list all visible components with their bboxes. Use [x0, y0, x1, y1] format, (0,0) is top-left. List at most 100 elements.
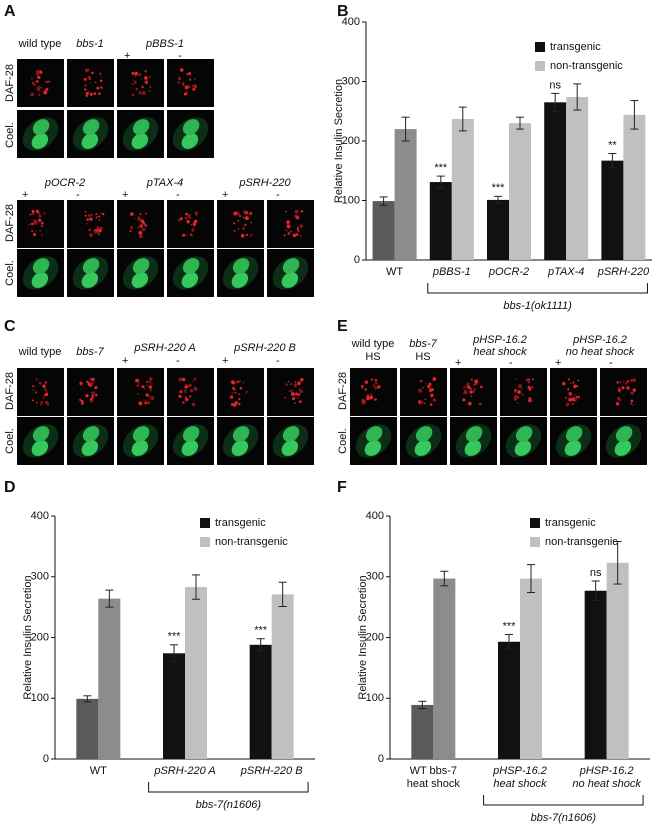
y-axis-label: Relative Insulin Secretion: [357, 575, 369, 699]
fluorescent-spot: [137, 216, 141, 219]
fluorescent-spot: [35, 378, 38, 381]
panel-label: E: [337, 318, 348, 335]
micrograph: [117, 59, 164, 107]
sub-header: HS: [365, 351, 380, 363]
fluorescent-spot: [298, 400, 302, 403]
fluorescent-spot: [99, 212, 102, 215]
error-bar: [516, 116, 524, 130]
fluorescent-spot: [148, 395, 150, 398]
fluorescent-spot: [94, 393, 98, 397]
error-bar: [278, 581, 287, 608]
fluorescent-spot: [145, 393, 149, 397]
coelomocyte: [364, 440, 382, 456]
fluorescent-spot: [90, 397, 93, 401]
significance: ***: [492, 182, 506, 194]
fluorescent-spot: [238, 398, 241, 401]
coelomocyte: [181, 133, 199, 149]
fluorescent-spot: [374, 379, 377, 382]
fluorescent-spot: [300, 386, 303, 389]
legend-label: non-transgenic: [545, 536, 618, 548]
fluorescent-spot: [299, 224, 304, 228]
error-bar: [192, 574, 200, 600]
fluorescent-spot: [374, 398, 377, 401]
error-bar: [591, 580, 600, 601]
fluorescent-spot: [48, 80, 51, 83]
fluorescent-spot: [361, 384, 364, 388]
fluorescent-spot: [35, 229, 37, 232]
fluorescent-spot: [194, 211, 199, 215]
fluorescent-spot: [131, 93, 135, 97]
fluorescent-spot: [38, 93, 41, 96]
coelomocyte: [31, 272, 49, 288]
error-bar: [170, 644, 178, 663]
fluorescent-spot: [143, 399, 145, 402]
legend-label: non-transgenic: [215, 536, 288, 548]
fluorescent-spot: [194, 386, 196, 388]
fluorescent-spot: [93, 381, 96, 384]
fluorescent-spot: [184, 397, 189, 402]
x-tick-label: WT: [90, 765, 107, 777]
fluorescent-spot: [100, 86, 103, 89]
x-tick-label: pOCR-2: [488, 266, 529, 278]
fluorescent-spot: [518, 384, 523, 389]
fluorescent-spot: [567, 388, 570, 391]
fluorescent-spot: [98, 218, 101, 222]
sign: -: [76, 189, 80, 201]
fluorescent-spot: [34, 80, 37, 83]
fluorescent-spot: [33, 219, 37, 223]
sign: -: [609, 357, 613, 369]
group-label: bbs-1(ok1111): [503, 300, 572, 312]
fluorescent-spot: [190, 224, 193, 226]
fluorescent-spot: [97, 232, 101, 236]
fluorescent-spot: [630, 399, 634, 403]
fluorescent-spot: [233, 211, 237, 216]
fluorescent-spot: [45, 400, 49, 405]
bar: [271, 594, 294, 759]
column-header: no heat shock: [566, 346, 635, 358]
fluorescent-spot: [237, 219, 240, 222]
coelomocyte: [181, 272, 199, 288]
fluorescent-spot: [32, 232, 37, 237]
fluorescent-spot: [565, 397, 568, 400]
fluorescent-spot: [37, 75, 41, 80]
fluorescent-spot: [35, 80, 39, 83]
coelomocyte: [231, 440, 249, 456]
fluorescent-spot: [35, 401, 38, 404]
fluorescent-spot: [472, 384, 475, 387]
bar: [487, 199, 509, 260]
coelomocyte: [81, 272, 99, 288]
fluorescent-spot: [177, 76, 181, 80]
sign: +: [124, 50, 130, 62]
row-label: Coel.: [4, 260, 16, 286]
column-header: bbs-7: [409, 338, 437, 350]
column-header: wild type: [18, 38, 62, 50]
fluorescent-spot: [192, 84, 195, 88]
fluorescent-spot: [32, 212, 35, 215]
fluorescent-spot: [91, 213, 94, 216]
sign: +: [122, 189, 128, 201]
y-tick-label: 400: [31, 510, 49, 522]
fluorescent-spot: [97, 215, 101, 218]
fluorescent-spot: [97, 225, 99, 228]
fluorescent-spot: [626, 380, 630, 383]
column-header: pSRH-220: [238, 177, 291, 189]
error-bar: [613, 541, 622, 585]
coelomocyte: [565, 426, 583, 442]
bar: [76, 698, 99, 759]
error-bar: [401, 116, 410, 142]
fluorescent-spot: [185, 72, 189, 76]
micrograph: [17, 59, 64, 107]
fluorescent-spot: [84, 210, 87, 213]
fluorescent-spot: [234, 389, 237, 391]
micrograph: [117, 200, 164, 248]
fluorescent-spot: [287, 233, 290, 236]
fluorescent-spot: [242, 216, 245, 219]
fluorescent-spot: [178, 377, 183, 382]
significance: ***: [168, 631, 182, 643]
fluorescent-spot: [148, 377, 153, 381]
coelomocyte: [281, 272, 299, 288]
y-tick-label: 400: [366, 510, 384, 522]
fluorescent-spot: [89, 233, 93, 237]
fluorescent-spot: [624, 382, 628, 385]
y-axis-label: Relative Insulin Secretion: [22, 575, 34, 699]
